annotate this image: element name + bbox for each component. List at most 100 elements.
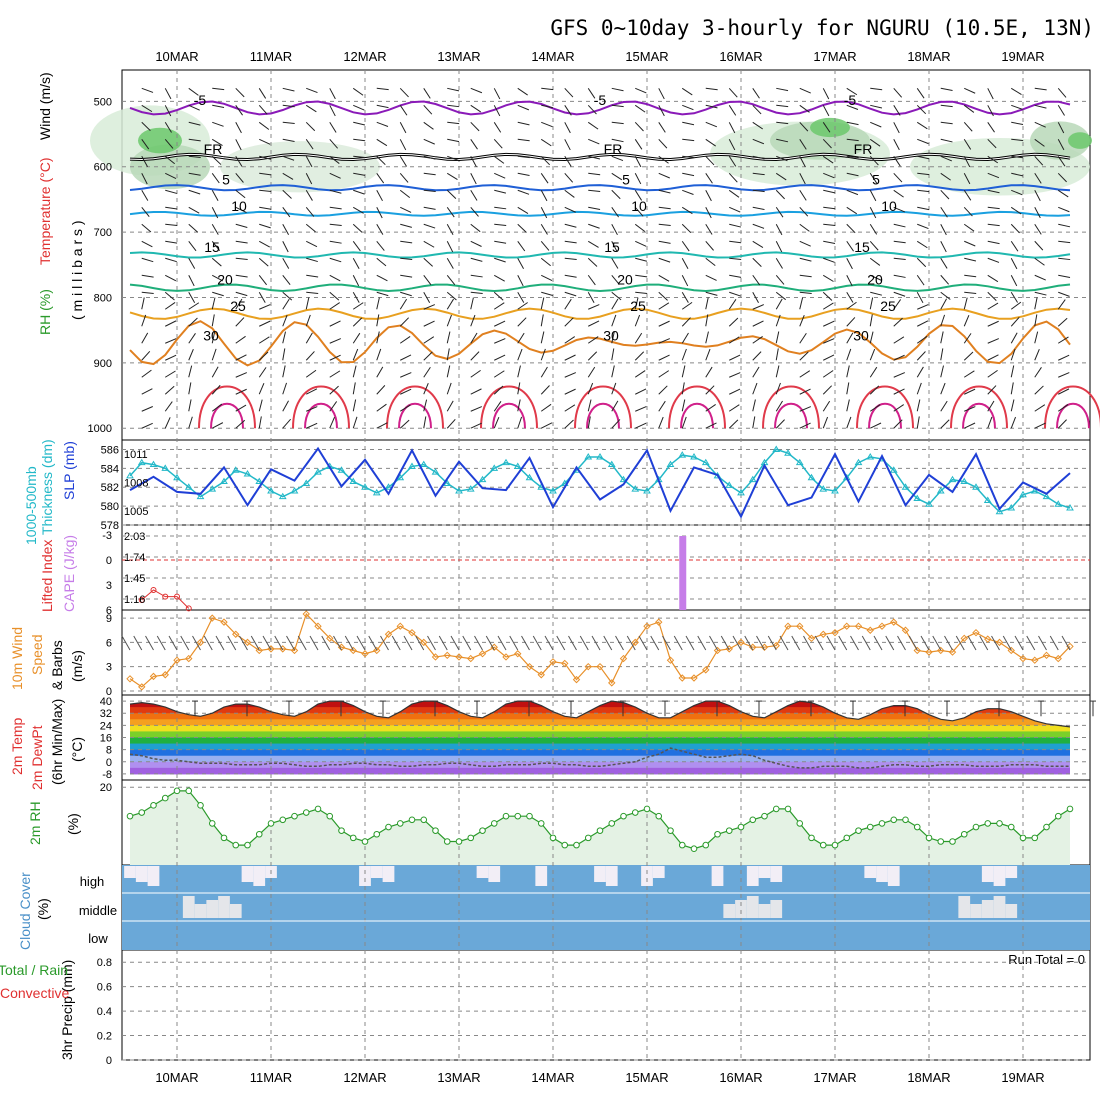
wind-barb [799, 332, 807, 344]
temperature-contour [129, 320, 1071, 367]
wind-barb [282, 258, 290, 269]
wind-barb [635, 240, 647, 247]
wind-barb [329, 291, 340, 301]
wind-barb [822, 370, 834, 378]
thickness-point [149, 460, 158, 468]
wind-barb [611, 382, 617, 395]
rh-point [467, 834, 475, 842]
temp-bands [130, 701, 1070, 775]
thickness-point [619, 475, 628, 483]
wind-barb [329, 302, 340, 310]
wind-barb [635, 388, 647, 395]
cloud-middle-gap [218, 896, 230, 918]
wind-barb [306, 87, 318, 94]
wind-barb [141, 350, 151, 361]
wind-barb [916, 274, 925, 286]
wind-barb [446, 418, 456, 429]
wind-barb [564, 257, 577, 260]
wind-barb [611, 291, 622, 301]
wind-barb [493, 122, 502, 133]
wind-barb [306, 274, 319, 278]
rh-point [197, 802, 204, 809]
rh-point [831, 841, 839, 849]
thickness-point [267, 487, 275, 494]
wind-barb [446, 365, 451, 378]
wind-barb [869, 240, 879, 251]
wind-barb [1010, 206, 1022, 215]
wind-barb [681, 275, 689, 287]
wind-barb [776, 121, 789, 125]
wind-barb [846, 121, 859, 126]
rh-point [784, 805, 792, 813]
wind-barb [376, 422, 388, 429]
wind-barb [799, 351, 809, 361]
rh-point [667, 827, 674, 834]
cloud-high-gap [770, 866, 783, 882]
wind-barb [305, 314, 311, 327]
wind-barb [917, 304, 929, 310]
wind-barb [352, 223, 363, 233]
wind-barb [635, 257, 647, 262]
wind-barb [1010, 301, 1022, 310]
wind-barb [540, 190, 548, 202]
wind-barb [728, 122, 736, 134]
wind-barb [705, 104, 718, 109]
wind-barb [869, 314, 873, 327]
wind-barb [775, 382, 781, 395]
wind-speed-point [196, 638, 205, 647]
temperature-contour [129, 184, 1071, 192]
wind-barb [447, 87, 460, 92]
wind-barb [752, 104, 762, 115]
wind-barb [799, 314, 805, 327]
precip-panel [121, 949, 1091, 1061]
thickness-point [831, 487, 839, 494]
cloud-high-gap [359, 866, 371, 886]
wind-barb [211, 384, 221, 395]
wind-barb [423, 399, 428, 412]
wind-barb [494, 223, 507, 226]
wind-barb [188, 302, 200, 310]
slp-tick-label: 1011 [124, 449, 148, 461]
thickness-point [255, 477, 264, 485]
temperature-contour-35 [668, 385, 726, 429]
wind-barb [658, 223, 671, 227]
wind-barb [940, 365, 944, 378]
wind-barb [869, 257, 881, 266]
wind-barb [705, 240, 714, 251]
wind-speed-point [631, 638, 639, 647]
wind-barb [963, 333, 972, 344]
wind-barb [517, 87, 528, 96]
wind-speed-point [138, 683, 146, 691]
contour-label: 10 [231, 198, 247, 214]
temp-band [130, 719, 1070, 726]
wind-barb [470, 121, 480, 132]
wind-barb [517, 155, 530, 159]
wind-barb [141, 206, 150, 217]
wind-barb [306, 291, 319, 294]
wind-barb [846, 365, 850, 378]
chart-title: GFS 0~10day 3-hourly for NGURU (10.5E, 1… [550, 16, 1094, 40]
wind-barb-10m [873, 635, 883, 651]
wind-barb [494, 338, 506, 344]
wind-barb [987, 122, 995, 133]
wind-barb [494, 354, 506, 361]
wind-speed-point [514, 650, 522, 658]
wind-barb [916, 292, 924, 304]
wind-speed-point [1031, 656, 1039, 664]
cape-bar [679, 536, 687, 610]
wind-barb [940, 104, 953, 108]
wind-barb [658, 172, 670, 179]
wind-barb [1010, 416, 1017, 429]
wind-barb [634, 370, 646, 378]
wind-barb [587, 88, 596, 99]
wind-barb [305, 104, 317, 113]
wind-barb [893, 189, 904, 198]
wind-barb [188, 206, 200, 214]
wind-barb [705, 297, 709, 310]
wind-speed-point [901, 626, 910, 634]
cloud-high-gap [993, 866, 1006, 886]
contour-label: FR [204, 141, 223, 157]
wind-speed-point [584, 662, 592, 671]
wind-barb [470, 240, 482, 247]
wind-barb [188, 172, 201, 176]
